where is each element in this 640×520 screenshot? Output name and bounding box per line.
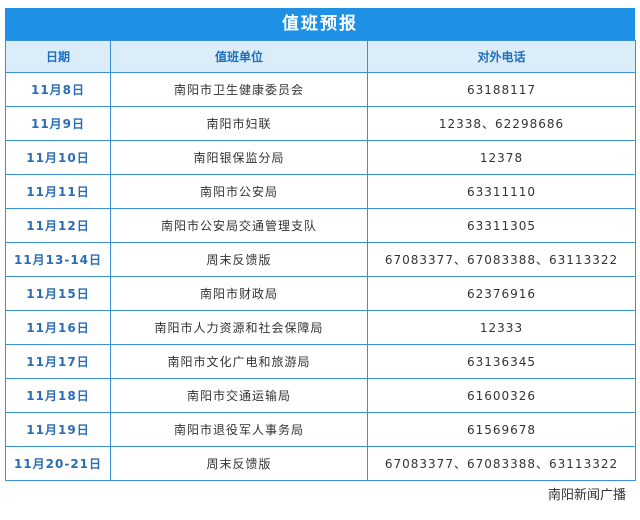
cell: 南阳市公安局交通管理支队	[110, 208, 368, 243]
cell: 11月19日	[5, 412, 111, 447]
title: 值班预报	[5, 8, 635, 40]
cell: 南阳市文化广电和旅游局	[110, 344, 368, 379]
cell: 南阳市妇联	[110, 106, 368, 141]
cell: 12338、62298686	[367, 106, 636, 141]
cell: 11月18日	[5, 378, 111, 413]
cell: 62376916	[367, 276, 636, 311]
schedule: 值班预报 日期 值班单位 对外电话 11月8日 南阳市卫生健康委员会 63188117 1…	[5, 8, 636, 481]
cell: 周末反馈版	[110, 446, 368, 481]
cell: 63188117	[367, 72, 636, 107]
row: 11月13-14日 周末反馈版 67083377、67083388、63113322	[5, 242, 636, 277]
cell: 南阳市财政局	[110, 276, 368, 311]
cell: 11月10日	[5, 140, 111, 175]
cell: 63311110	[367, 174, 636, 209]
column-header: 值班单位	[110, 40, 368, 73]
cell: 11月8日	[5, 72, 111, 107]
row: 11月9日 南阳市妇联 12338、62298686	[5, 106, 636, 141]
cell: 63311305	[367, 208, 636, 243]
cell: 周末反馈版	[110, 242, 368, 277]
cell: 67083377、67083388、63113322	[367, 242, 636, 277]
cell: 12378	[367, 140, 636, 175]
column-header: 对外电话	[367, 40, 636, 73]
cell: 11月20-21日	[5, 446, 111, 481]
table-body: 11月8日 南阳市卫生健康委员会 63188117 11月9日 南阳市妇联 12338、6…	[5, 72, 636, 481]
cell: 南阳市卫生健康委员会	[110, 72, 368, 107]
row: 11月19日 南阳市退役军人事务局 61569678	[5, 412, 636, 447]
column-header: 日期	[5, 40, 111, 73]
cell: 南阳市交通运输局	[110, 378, 368, 413]
cell: 11月16日	[5, 310, 111, 345]
cell: 南阳市退役军人事务局	[110, 412, 368, 447]
table: 日期 值班单位 对外电话 11月8日 南阳市卫生健康委员会 63188117 11月9日南…	[5, 40, 636, 481]
row: 11月16日 南阳市人力资源和社会保障局 12333	[5, 310, 636, 345]
header-row: 日期 值班单位 对外电话	[5, 40, 636, 73]
row: 11月18日 南阳市交通运输局 61600326	[5, 378, 636, 413]
row: 11月11日 南阳市公安局 63311110	[5, 174, 636, 209]
row: 11月12日 南阳市公安局交通管理支队 63311305	[5, 208, 636, 243]
cell: 南阳市公安局	[110, 174, 368, 209]
cell: 11月12日	[5, 208, 111, 243]
cell: 67083377、67083388、63113322	[367, 446, 636, 481]
row: 11月15日 南阳市财政局 62376916	[5, 276, 636, 311]
cell: 61569678	[367, 412, 636, 447]
cell: 61600326	[367, 378, 636, 413]
row: 11月20-21日 周末反馈版 67083377、67083388、63113322	[5, 446, 636, 481]
cell: 63136345	[367, 344, 636, 379]
cell: 南阳银保监分局	[110, 140, 368, 175]
watermark: 南阳新闻广播	[547, 488, 626, 503]
row: 11月17日 南阳市文化广电和旅游局 63136345	[5, 344, 636, 379]
row: 11月8日 南阳市卫生健康委员会 63188117	[5, 72, 636, 107]
row: 11月10日 南阳银保监分局 12378	[5, 140, 636, 175]
cell: 11月11日	[5, 174, 111, 209]
cell: 11月17日	[5, 344, 111, 379]
cell: 南阳市人力资源和社会保障局	[110, 310, 368, 345]
cell: 11月15日	[5, 276, 111, 311]
cell: 11月13-14日	[5, 242, 111, 277]
cell: 12333	[367, 310, 636, 345]
cell: 11月9日	[5, 106, 111, 141]
